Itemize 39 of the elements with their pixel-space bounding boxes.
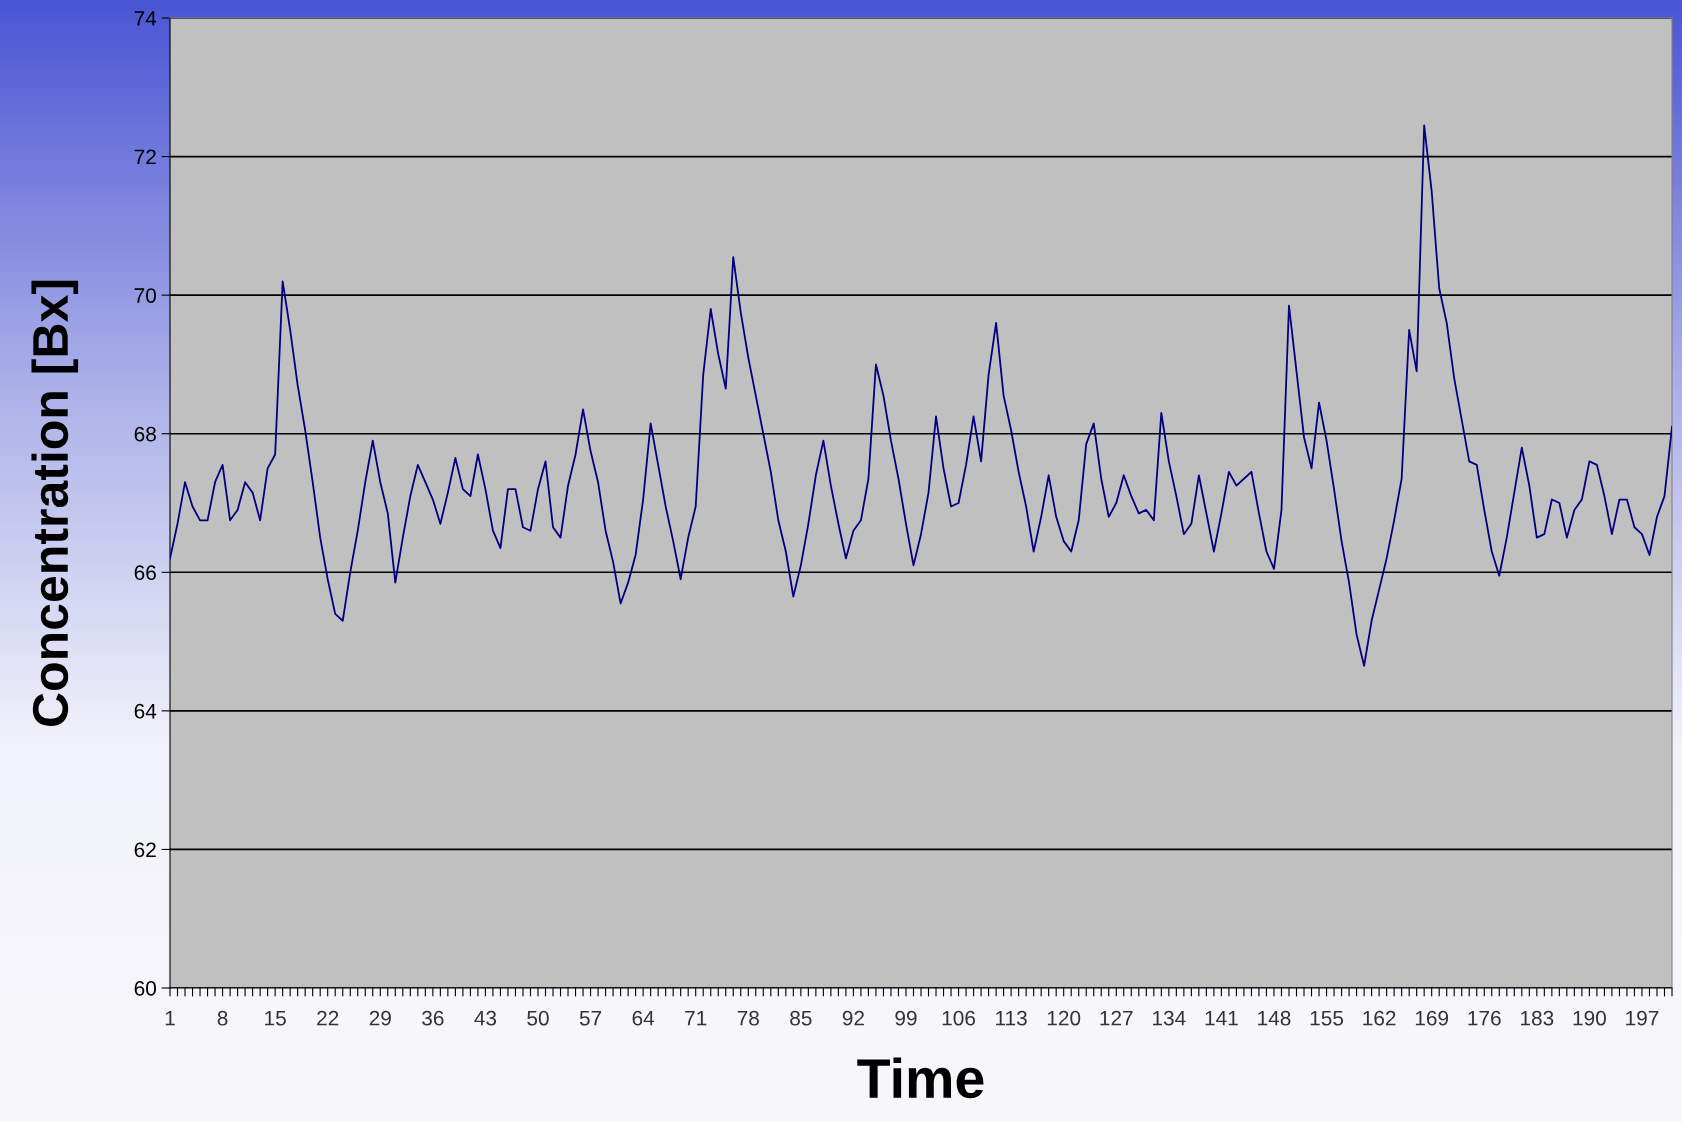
x-tick-label: 127 xyxy=(1100,1010,1133,1026)
x-tick-label: 71 xyxy=(685,1010,707,1026)
x-tick-label: 92 xyxy=(842,1010,864,1026)
x-tick-label: 155 xyxy=(1310,1010,1344,1026)
x-tick-label: 15 xyxy=(265,1010,286,1026)
y-tick-label: 64 xyxy=(134,703,157,719)
x-axis-title: Time xyxy=(857,1057,984,1099)
x-tick-label: 1 xyxy=(165,1010,175,1026)
x-tick-label: 197 xyxy=(1626,1010,1659,1026)
x-tick-label: 85 xyxy=(790,1010,812,1026)
y-tick-label: 60 xyxy=(134,981,156,996)
x-tick-label: 120 xyxy=(1047,1010,1081,1026)
x-tick-label: 106 xyxy=(942,1010,976,1026)
x-tick-label: 162 xyxy=(1363,1010,1396,1026)
x-tick-label: 36 xyxy=(422,1010,444,1026)
x-tick-label: 64 xyxy=(632,1010,655,1026)
x-tick-label: 29 xyxy=(369,1010,391,1026)
x-tick-label: 50 xyxy=(527,1010,549,1026)
x-tick-label: 43 xyxy=(474,1010,497,1026)
x-tick-label: 22 xyxy=(317,1010,339,1026)
x-tick-label: 169 xyxy=(1415,1010,1449,1026)
x-tick-label: 8 xyxy=(217,1010,228,1026)
x-tick-label: 148 xyxy=(1258,1010,1291,1026)
y-tick-label: 62 xyxy=(134,842,156,858)
x-tick-label: 113 xyxy=(996,1010,1027,1026)
y-axis-title: Concentration [Bx] xyxy=(31,280,79,726)
y-tick-label: 68 xyxy=(134,426,156,442)
x-tick-label: 57 xyxy=(579,1010,602,1026)
x-tick-label: 176 xyxy=(1468,1010,1501,1026)
x-tick-label: 134 xyxy=(1153,1010,1186,1026)
y-tick-label: 72 xyxy=(134,149,156,165)
y-tick-label: 74 xyxy=(134,11,157,26)
x-tick-label: 190 xyxy=(1573,1010,1606,1026)
x-tick-label: 183 xyxy=(1521,1010,1554,1026)
x-tick-label: 141 xyxy=(1205,1010,1238,1026)
y-tick-label: 70 xyxy=(134,288,156,303)
x-tick-label: 78 xyxy=(737,1010,759,1026)
y-tick-label: 66 xyxy=(134,565,156,581)
x-tick-label: 99 xyxy=(895,1010,917,1026)
